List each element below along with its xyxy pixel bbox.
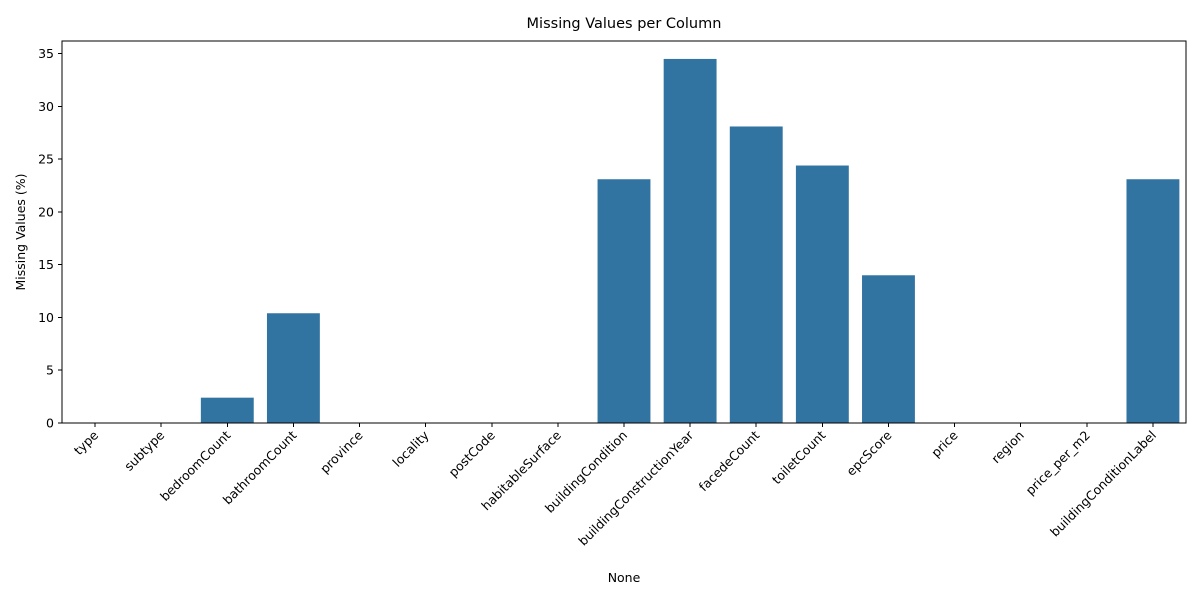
y-tick-label: 35: [38, 46, 54, 61]
chart-title: Missing Values per Column: [527, 16, 722, 32]
x-tick-label: buildingConditionLabel: [1047, 428, 1159, 540]
x-tick-label: region: [988, 428, 1027, 467]
x-tick-label: subtype: [121, 427, 167, 473]
x-axis-label: None: [608, 570, 641, 585]
bar-bathroomCount: [266, 313, 320, 423]
y-tick-label: 20: [38, 204, 54, 219]
x-tick-label: locality: [389, 427, 432, 470]
x-tick-label: postCode: [446, 427, 499, 480]
y-axis-label: Missing Values (%): [13, 173, 28, 290]
x-tick-label: price: [928, 427, 961, 460]
bar-epcScore: [862, 275, 915, 423]
y-axis: 0 5 10 15 20 25 30 35: [38, 46, 62, 431]
bar-facedeCount: [729, 126, 783, 423]
y-tick-label: 0: [46, 416, 54, 431]
x-tick-label: bedroomCount: [157, 427, 233, 503]
x-tick-label: type: [71, 427, 102, 458]
bar-bedroomCount: [200, 397, 254, 423]
x-tick-label: toiletCount: [769, 427, 829, 487]
bar-buildingConditionLabel: [1126, 179, 1180, 423]
x-tick-label: facedeCount: [696, 427, 763, 494]
bar-toiletCount: [795, 165, 849, 423]
bars-layer: [200, 58, 1180, 423]
y-tick-label: 25: [38, 152, 54, 167]
bar-buildingCondition: [597, 179, 651, 423]
plot-frame: [61, 40, 1187, 424]
bar-buildingConstructionYear: [663, 58, 717, 423]
y-tick-label: 10: [38, 310, 54, 325]
y-tick-label: 15: [38, 257, 54, 272]
x-tick-label: buildingConstructionYear: [575, 427, 697, 549]
y-tick-label: 30: [38, 99, 54, 114]
y-tick-label: 5: [46, 363, 54, 378]
x-tick-label: price_per_m2: [1023, 428, 1093, 498]
x-tick-label: province: [317, 427, 366, 476]
x-tick-label: epcScore: [843, 427, 894, 478]
